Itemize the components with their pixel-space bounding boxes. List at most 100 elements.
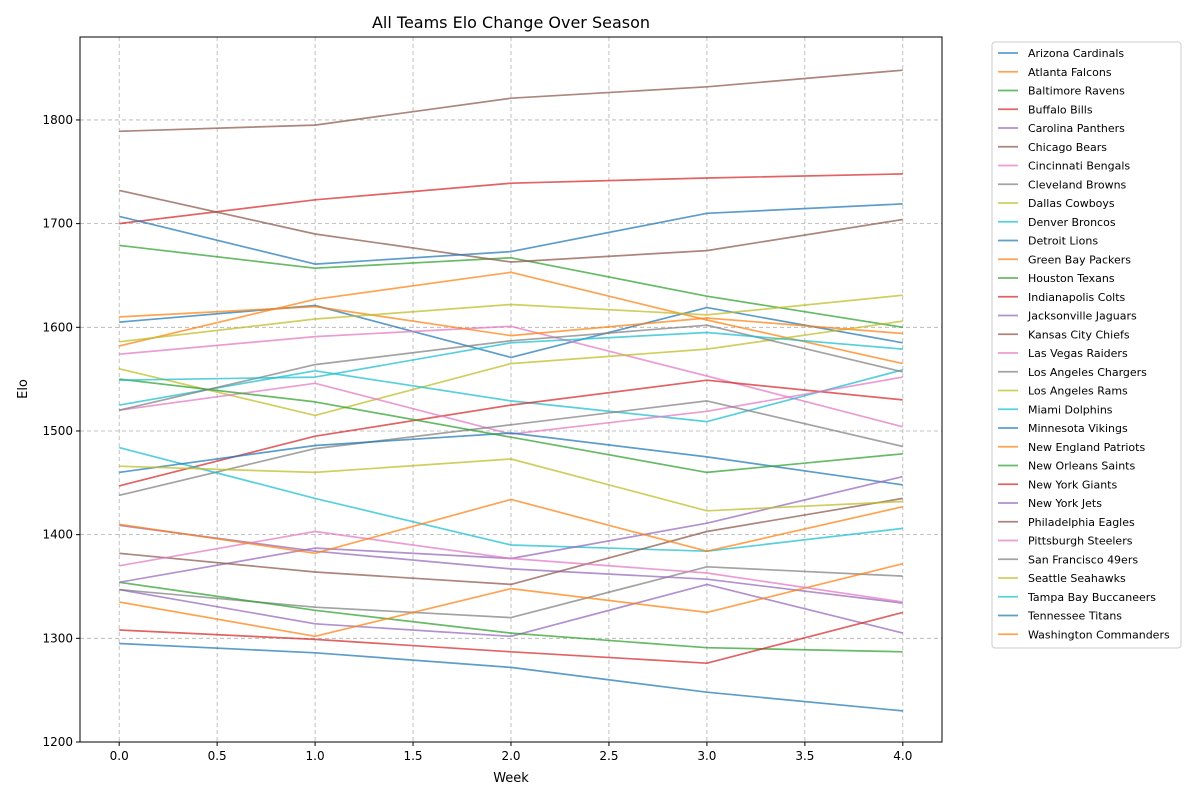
x-tick-label: 4.0 [893, 749, 912, 763]
legend-item-minnesota-vikings: Minnesota Vikings [998, 422, 1128, 435]
legend-label: Washington Commanders [1028, 628, 1170, 641]
y-tick-label: 1600 [42, 320, 73, 334]
legend-label: Tennessee Titans [1027, 610, 1122, 623]
legend-item-baltimore-ravens: Baltimore Ravens [998, 85, 1125, 98]
legend-item-new-york-giants: New York Giants [998, 478, 1117, 491]
legend-item-san-francisco-49ers: San Francisco 49ers [998, 553, 1138, 566]
legend-item-seattle-seahawks: Seattle Seahawks [998, 572, 1126, 585]
y-tick-label: 1700 [42, 217, 73, 231]
series-line-denver-broncos [119, 368, 904, 423]
legend-item-kansas-city-chiefs: Kansas City Chiefs [998, 328, 1130, 341]
series-line-houston-texans [119, 581, 903, 653]
legend-label: Los Angeles Rams [1028, 385, 1128, 398]
series-line-detroit-lions [118, 203, 903, 265]
legend-label: Buffalo Bills [1028, 103, 1093, 116]
legend-item-las-vegas-raiders: Las Vegas Raiders [998, 347, 1128, 360]
x-tick-label: 0.0 [110, 749, 129, 763]
legend-item-new-orleans-saints: New Orleans Saints [998, 460, 1135, 473]
x-tick-label: 3.5 [795, 749, 814, 763]
legend-label: Indianapolis Colts [1028, 291, 1126, 304]
legend-item-dallas-cowboys: Dallas Cowboys [998, 197, 1115, 210]
legend-label: Jacksonville Jaguars [1027, 310, 1137, 323]
series-line-buffalo-bills [119, 173, 903, 225]
legend-label: Baltimore Ravens [1028, 85, 1125, 98]
legend-item-atlanta-falcons: Atlanta Falcons [998, 66, 1112, 79]
legend-item-indianapolis-colts: Indianapolis Colts [998, 291, 1126, 304]
legend-label: Miami Dolphins [1028, 403, 1113, 416]
legend-label: Arizona Cardinals [1028, 47, 1124, 60]
legend: Arizona Cardinals Atlanta Falcons Baltimor… [991, 41, 1182, 649]
legend-item-cleveland-browns: Cleveland Browns [998, 178, 1127, 191]
legend-label: San Francisco 49ers [1028, 553, 1138, 566]
series-line-los-angeles-chargers [119, 400, 903, 497]
legend-label: Seattle Seahawks [1028, 572, 1126, 585]
legend-label: New York Giants [1028, 478, 1117, 491]
legend-label: Philadelphia Eagles [1028, 516, 1135, 529]
legend-label: Tampa Bay Buccaneers [1027, 591, 1156, 604]
x-tick-label: 2.5 [599, 749, 618, 763]
x-tick-label: 3.0 [697, 749, 716, 763]
series-line-dallas-cowboys [119, 320, 903, 417]
legend-item-arizona-cardinals: Arizona Cardinals [998, 47, 1124, 60]
series-line-miami-dolphins [118, 446, 903, 553]
y-axis-ticks: 1200 1300 1400 1500 1600 1700 1800 [42, 113, 80, 749]
series-line-las-vegas-raiders [119, 376, 903, 435]
legend-label: Atlanta Falcons [1028, 66, 1112, 79]
legend-label: Cincinnati Bengals [1028, 160, 1130, 173]
legend-label: Kansas City Chiefs [1028, 328, 1130, 341]
legend-item-pittsburgh-steelers: Pittsburgh Steelers [998, 535, 1133, 548]
series-line-tennessee-titans [119, 642, 903, 712]
y-tick-label: 1300 [42, 631, 73, 645]
legend-label: Pittsburgh Steelers [1028, 535, 1133, 548]
series-line-carolina-panthers [119, 583, 904, 638]
legend-item-jacksonville-jaguars: Jacksonville Jaguars [998, 310, 1137, 323]
legend-label: Houston Texans [1028, 272, 1115, 285]
x-tick-label: 1.0 [306, 749, 325, 763]
series-line-baltimore-ravens [119, 244, 903, 329]
series-line-indianapolis-colts [118, 379, 903, 487]
series-line-seattle-seahawks [119, 458, 903, 512]
series-line-new-york-giants [119, 611, 904, 665]
legend-item-los-angeles-rams: Los Angeles Rams [998, 385, 1128, 398]
y-tick-label: 1400 [42, 528, 73, 542]
legend-item-denver-broncos: Denver Broncos [998, 216, 1116, 229]
series-line-cincinnati-bengals [119, 325, 904, 428]
legend-item-washington-commanders: Washington Commanders [998, 628, 1170, 641]
legend-label: Chicago Bears [1028, 141, 1107, 154]
series-line-atlanta-falcons [119, 271, 903, 365]
legend-item-cincinnati-bengals: Cincinnati Bengals [998, 160, 1130, 173]
y-tick-label: 1500 [42, 424, 73, 438]
y-axis-label: Elo [16, 379, 31, 399]
legend-item-tennessee-titans: Tennessee Titans [998, 610, 1122, 623]
legend-label: Detroit Lions [1028, 235, 1098, 248]
legend-item-new-york-jets: New York Jets [998, 497, 1102, 510]
legend-label: Minnesota Vikings [1028, 422, 1128, 435]
y-tick-label: 1200 [42, 735, 73, 749]
legend-label: Denver Broncos [1028, 216, 1116, 229]
legend-items: Arizona Cardinals Atlanta Falcons Baltimor… [998, 47, 1170, 641]
x-axis-ticks: 0.0 0.5 1.0 1.5 2.0 2.5 3.0 3.5 4.0 [110, 742, 912, 763]
legend-item-houston-texans: Houston Texans [998, 272, 1115, 285]
series-line-kansas-city-chiefs [119, 69, 903, 133]
x-axis-label: Week [493, 771, 529, 786]
series-line-new-england-patriots [119, 562, 904, 638]
series-line-arizona-cardinals [119, 304, 903, 359]
legend-label: Las Vegas Raiders [1028, 347, 1128, 360]
legend-item-miami-dolphins: Miami Dolphins [998, 403, 1113, 416]
legend-label: Dallas Cowboys [1028, 197, 1115, 210]
chart-title: All Teams Elo Change Over Season [372, 13, 650, 32]
legend-label: Green Bay Packers [1028, 253, 1131, 266]
x-tick-label: 1.5 [403, 749, 422, 763]
y-tick-label: 1800 [42, 113, 73, 127]
legend-label: Los Angeles Chargers [1028, 366, 1147, 379]
series-line-chicago-bears [119, 189, 903, 263]
legend-item-chicago-bears: Chicago Bears [998, 141, 1107, 154]
legend-frame [991, 41, 1182, 649]
series-line-los-angeles-rams [119, 294, 903, 343]
x-tick-label: 2.0 [501, 749, 520, 763]
legend-item-philadelphia-eagles: Philadelphia Eagles [998, 516, 1135, 529]
legend-item-new-england-patriots: New England Patriots [998, 441, 1145, 454]
legend-label: New York Jets [1028, 497, 1102, 510]
